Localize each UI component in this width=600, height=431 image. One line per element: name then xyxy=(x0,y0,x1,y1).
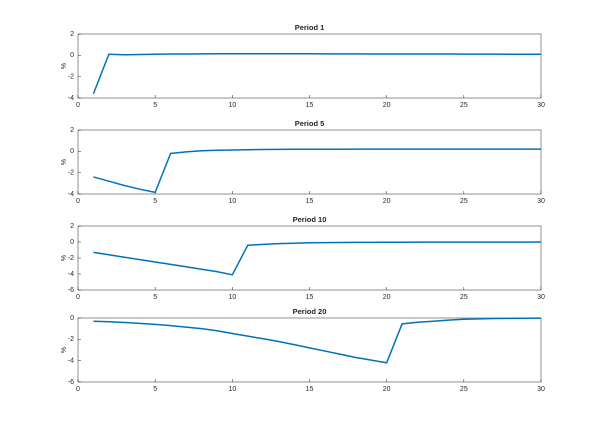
y-tick-label: -4 xyxy=(68,95,74,102)
x-tick-label: 5 xyxy=(153,102,157,109)
x-tick-label: 15 xyxy=(306,198,314,205)
x-tick-label: 5 xyxy=(153,386,157,393)
x-tick-label: 5 xyxy=(153,294,157,301)
x-tick-label: 20 xyxy=(383,198,391,205)
x-tick-label: 20 xyxy=(383,294,391,301)
data-line xyxy=(93,148,541,194)
subplot-title: Period 5 xyxy=(295,119,325,128)
y-axis-label: % xyxy=(61,255,68,261)
x-tick-label: 15 xyxy=(306,102,314,109)
y-tick-label: 2 xyxy=(70,223,74,230)
axes-box xyxy=(77,129,542,195)
subplot-title: Period 20 xyxy=(293,307,327,316)
y-tick-label: -2 xyxy=(68,336,74,343)
data-line xyxy=(93,241,542,276)
y-tick-label: -4 xyxy=(68,271,74,278)
axes-box xyxy=(77,225,542,291)
x-tick-label: 25 xyxy=(460,102,468,109)
x-tick-label: 0 xyxy=(76,294,80,301)
y-tick-label: 2 xyxy=(70,31,74,38)
y-tick-label: 2 xyxy=(70,127,74,134)
x-tick-label: 0 xyxy=(76,102,80,109)
y-tick-label: -4 xyxy=(68,358,74,365)
y-axis-label: % xyxy=(61,63,68,69)
y-tick-label: -2 xyxy=(68,170,74,177)
y-axis-label: % xyxy=(61,159,68,165)
axes-box xyxy=(77,33,542,99)
x-tick-label: 0 xyxy=(76,386,80,393)
x-tick-label: 25 xyxy=(460,294,468,301)
y-tick-label: -2 xyxy=(68,74,74,81)
x-tick-label: 10 xyxy=(228,294,236,301)
y-tick-label: -4 xyxy=(68,191,74,198)
subplot-title: Period 1 xyxy=(295,23,325,32)
x-tick-label: 30 xyxy=(537,198,545,205)
x-tick-label: 10 xyxy=(228,198,236,205)
data-line xyxy=(93,317,542,364)
y-tick-label: -6 xyxy=(68,287,74,294)
x-tick-label: 20 xyxy=(383,102,391,109)
x-tick-label: 30 xyxy=(537,294,545,301)
y-tick-label: 0 xyxy=(70,148,74,155)
x-tick-label: 25 xyxy=(460,198,468,205)
y-tick-label: 0 xyxy=(70,315,74,322)
x-tick-label: 15 xyxy=(306,294,314,301)
x-tick-label: 0 xyxy=(76,198,80,205)
x-tick-label: 10 xyxy=(228,386,236,393)
y-axis-label: % xyxy=(61,347,68,353)
x-tick-label: 10 xyxy=(228,102,236,109)
data-line xyxy=(92,52,541,95)
y-tick-label: -6 xyxy=(68,379,74,386)
x-tick-label: 25 xyxy=(460,386,468,393)
y-tick-label: 0 xyxy=(70,239,74,246)
subplot-title: Period 10 xyxy=(293,215,327,224)
y-tick-label: 0 xyxy=(70,52,74,59)
x-tick-label: 15 xyxy=(306,386,314,393)
x-tick-label: 20 xyxy=(383,386,391,393)
x-tick-label: 30 xyxy=(537,386,545,393)
axes-box xyxy=(77,317,542,383)
x-tick-label: 5 xyxy=(153,198,157,205)
x-tick-label: 30 xyxy=(537,102,545,109)
y-tick-label: -2 xyxy=(68,255,74,262)
